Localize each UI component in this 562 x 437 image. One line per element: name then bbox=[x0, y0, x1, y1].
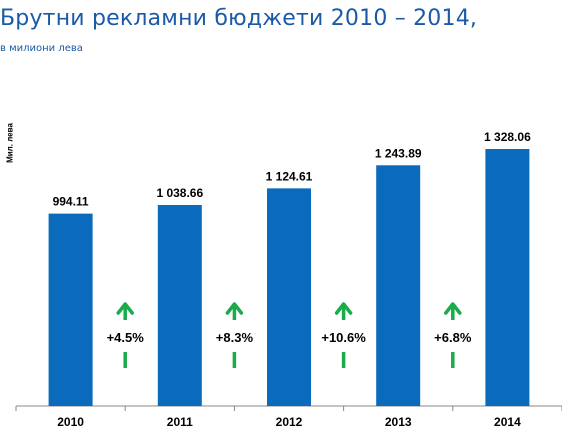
x-tick-label-2012: 2012 bbox=[276, 415, 303, 429]
bar-2013 bbox=[376, 165, 421, 406]
growth-arrow-icon bbox=[444, 302, 462, 315]
bar-2011 bbox=[157, 205, 202, 406]
x-tick-label-2013: 2013 bbox=[385, 415, 412, 429]
bar-2010 bbox=[48, 213, 93, 406]
value-label-2010: 994.11 bbox=[53, 195, 89, 209]
value-label-2014: 1 328.06 bbox=[484, 130, 531, 144]
value-label-2012: 1 124.61 bbox=[266, 169, 313, 183]
growth-arrow-icon bbox=[116, 302, 134, 315]
chart-title: Брутни рекламни бюджети 2010 – 2014, bbox=[0, 6, 478, 31]
bar-2014 bbox=[485, 149, 530, 406]
growth-arrow-icon bbox=[334, 302, 353, 315]
growth-label: +10.6% bbox=[321, 330, 366, 345]
chart-subtitle: в милиони лева bbox=[0, 43, 83, 54]
growth-label: +4.5% bbox=[107, 330, 145, 345]
growth-label: +6.8% bbox=[434, 330, 472, 345]
x-tick-label-2014: 2014 bbox=[494, 415, 521, 429]
bar-2012 bbox=[267, 188, 311, 406]
growth-arrow-icon bbox=[225, 302, 244, 315]
x-tick-label-2010: 2010 bbox=[57, 415, 84, 429]
growth-label: +8.3% bbox=[216, 330, 254, 345]
x-tick-label-2011: 2011 bbox=[167, 415, 193, 429]
value-label-2013: 1 243.89 bbox=[375, 146, 422, 160]
value-label-2011: 1 038.66 bbox=[156, 186, 203, 200]
